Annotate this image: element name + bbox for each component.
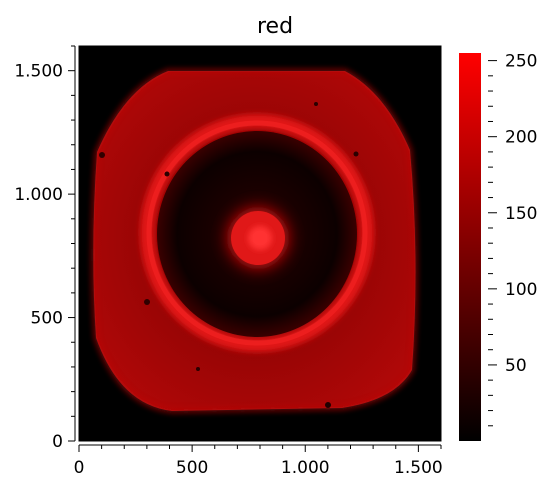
colorbar (459, 53, 481, 441)
x-axis: 0 500 1.000 1.500 (74, 444, 443, 478)
plot-frame (78, 45, 442, 442)
y-tick-label: 1.000 (14, 185, 63, 205)
speck (144, 299, 150, 305)
y-tick-label: 1.500 (14, 62, 63, 82)
chart-title: red (257, 14, 293, 39)
speck (325, 402, 331, 408)
colorbar-tick-label: 250 (505, 52, 537, 72)
y-tick-label: 500 (31, 309, 63, 329)
x-tick-label: 0 (74, 458, 85, 478)
sample-edge (91, 69, 418, 414)
speck (164, 171, 170, 177)
colorbar-tick-label: 150 (505, 204, 537, 224)
y-axis: 0 500 1.000 1.500 (14, 45, 76, 452)
speck (99, 152, 105, 158)
x-tick-label: 1.000 (281, 458, 330, 478)
center-spot-core (248, 226, 272, 250)
bright-ring-core (146, 120, 368, 346)
speck (314, 102, 318, 106)
y-tick-label: 0 (52, 432, 63, 452)
image-layer (91, 69, 418, 414)
colorbar-axis: 50 100 150 200 250 (488, 52, 537, 427)
speck (196, 367, 200, 371)
colorbar-tick-label: 100 (505, 280, 537, 300)
x-tick-label: 500 (176, 458, 208, 478)
x-tick-label: 1.500 (394, 458, 443, 478)
colorbar-tick-label: 200 (505, 128, 537, 148)
colorbar-tick-label: 50 (505, 356, 527, 376)
speck (353, 151, 359, 157)
